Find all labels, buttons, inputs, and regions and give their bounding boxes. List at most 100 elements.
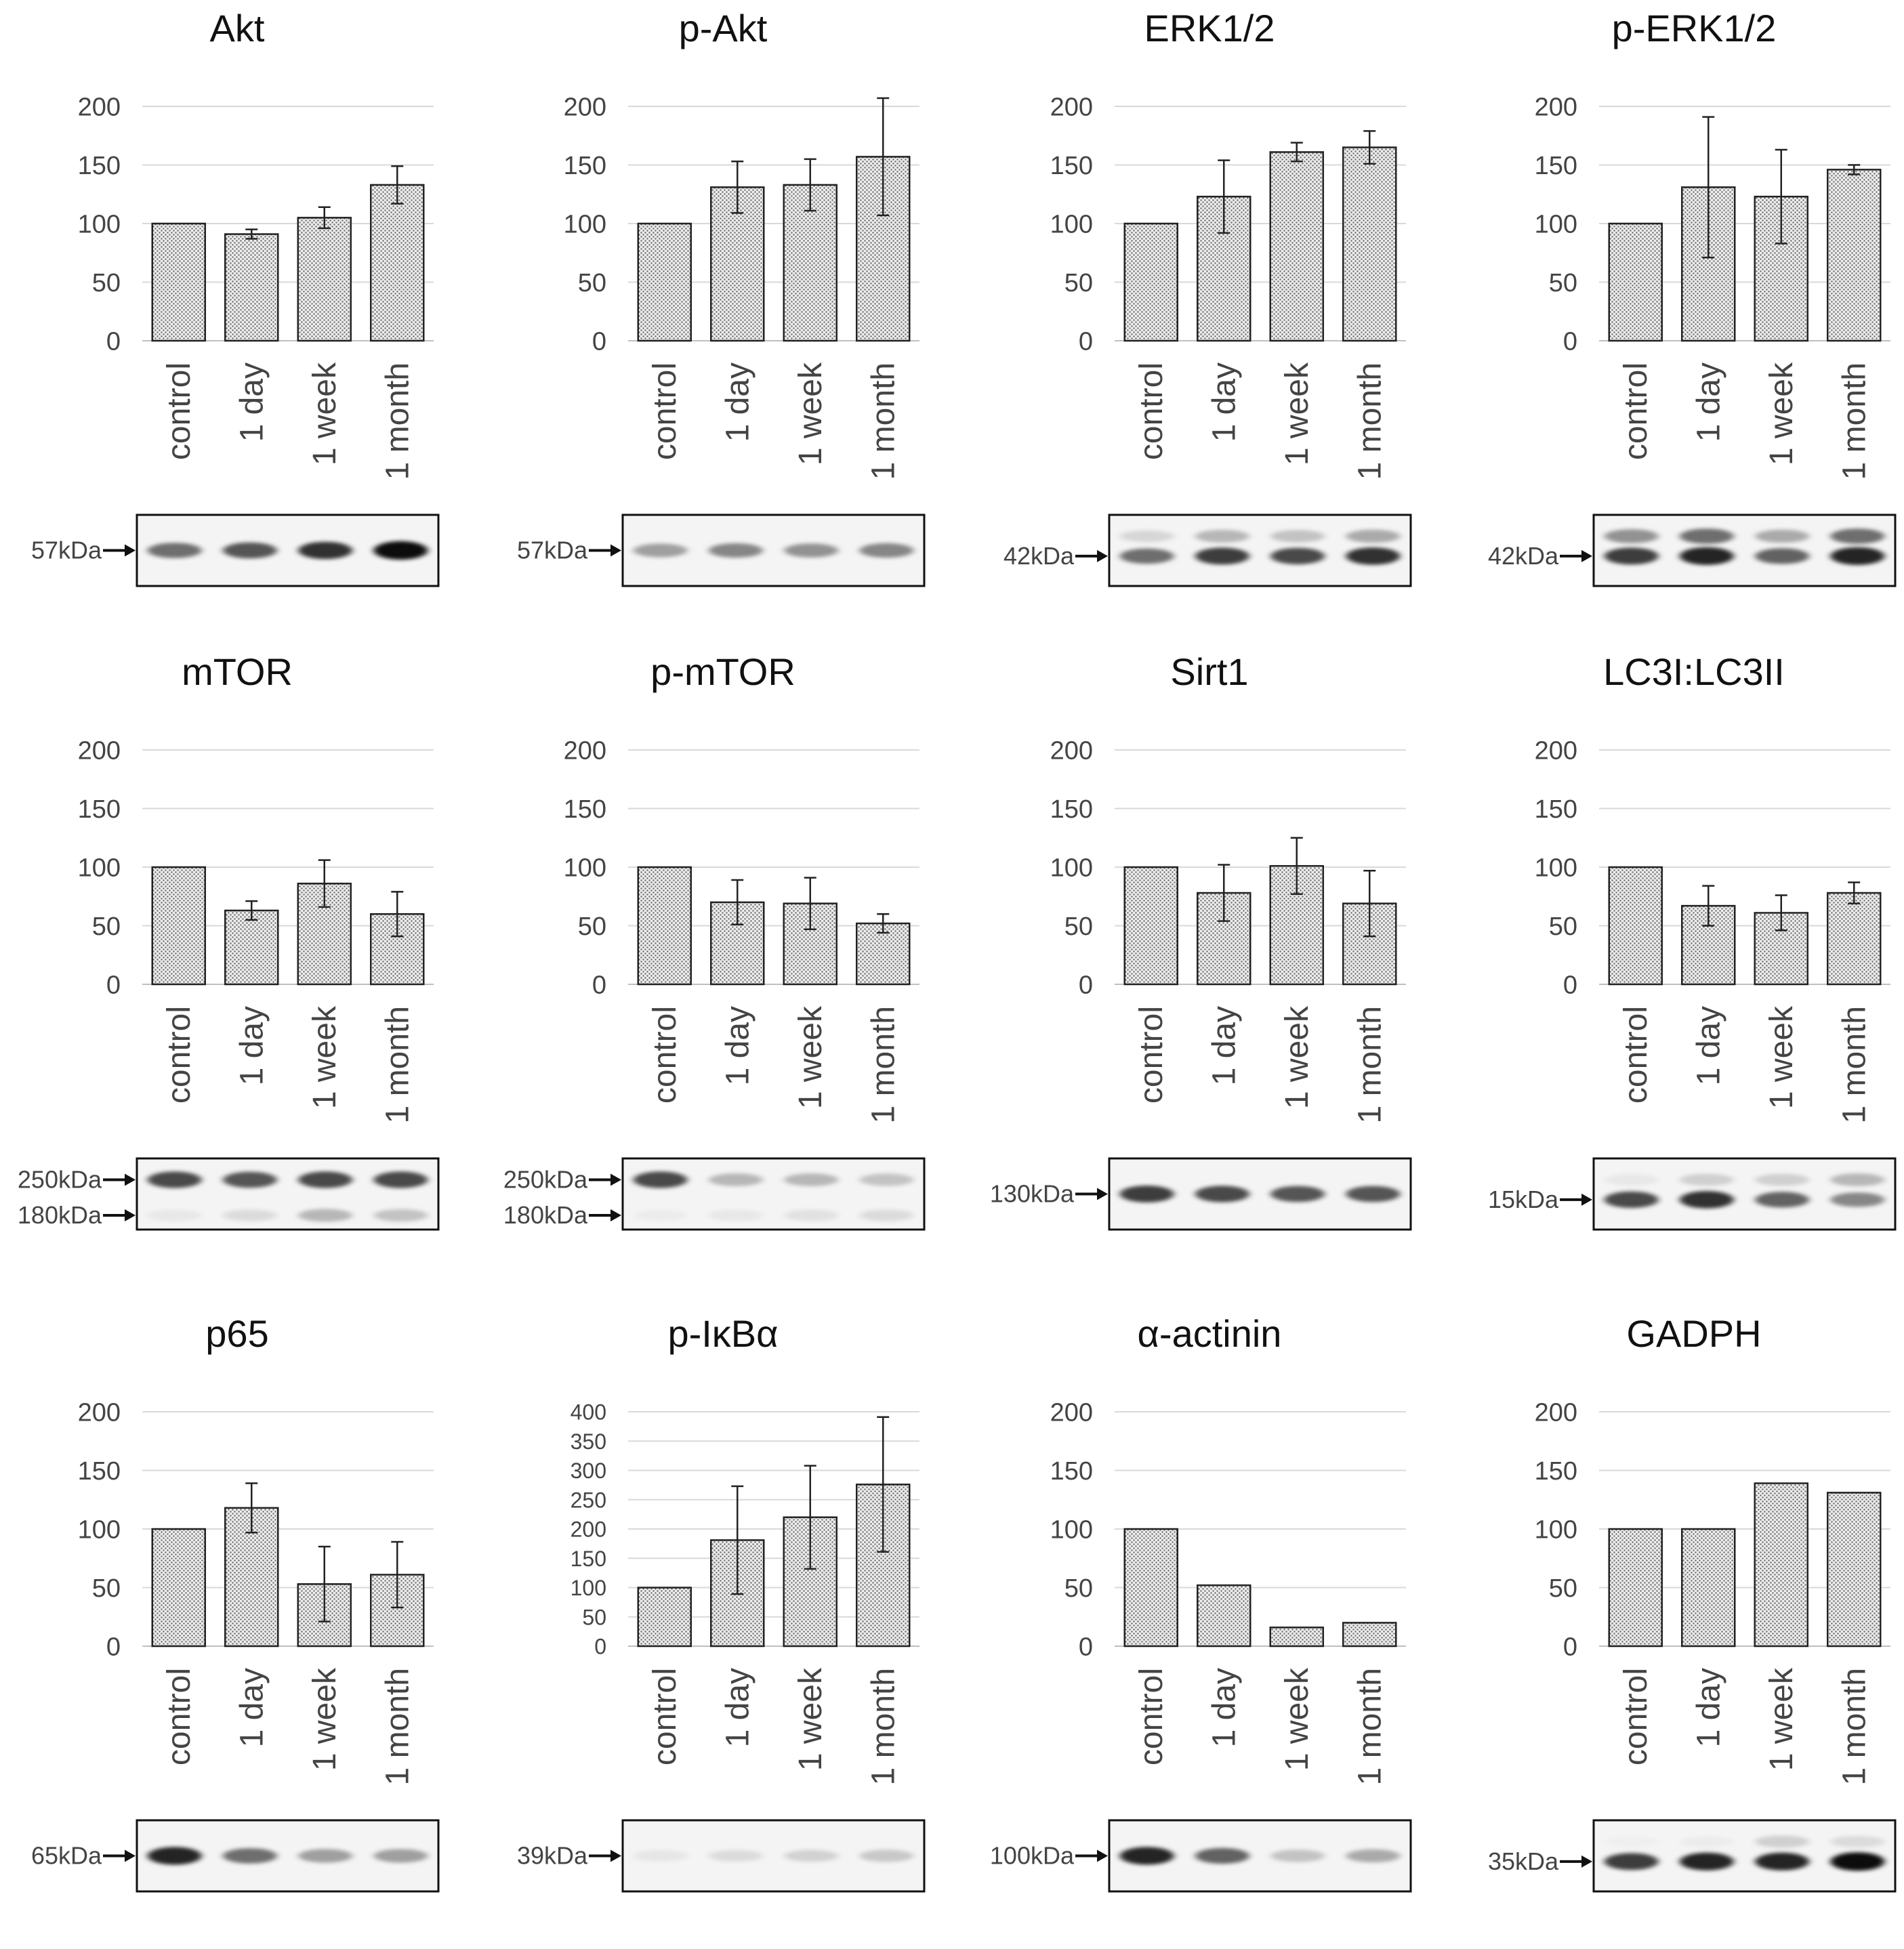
x-tick-label: 1 month — [1352, 362, 1388, 480]
blot-band — [1830, 1835, 1885, 1848]
y-tick-label: 0 — [594, 1635, 606, 1659]
error-bar — [1775, 148, 1787, 245]
molecular-weight-label: 39kDa — [517, 1842, 588, 1870]
y-tick-label: 100 — [78, 854, 121, 883]
blot-band — [1830, 1192, 1885, 1207]
marker-arrow — [1075, 1188, 1108, 1200]
western-blot: 42kDa — [1003, 514, 1412, 587]
y-tick-label: 50 — [578, 913, 606, 941]
error-bar — [1702, 885, 1715, 927]
blot-band — [1270, 1186, 1325, 1202]
error-bar — [731, 1485, 744, 1595]
y-tick-label: 0 — [592, 328, 606, 356]
error-bar — [1363, 130, 1376, 165]
marker-arrow — [103, 1849, 136, 1862]
y-tick-label: 100 — [1535, 854, 1577, 883]
y-tick-label: 150 — [564, 152, 606, 180]
chart-panel: α-actinin 0 50 100 150 200 control 1 day 1 week 1… — [972, 1305, 1447, 1949]
western-blot-figure: Akt 0 50 100 150 200 control 1 day 1 week 1 month… — [18, 0, 1904, 1893]
blot-band — [222, 1848, 277, 1864]
y-tick-label: 100 — [564, 854, 606, 883]
bar — [151, 222, 206, 342]
marker-arrow — [589, 1173, 621, 1186]
blot-band — [1346, 1186, 1401, 1202]
chart-title: p65 — [205, 1312, 269, 1355]
western-blot: 39kDa — [517, 1819, 926, 1893]
chart-panel: p-ERK1/2 0 50 100 150 200 control 1 day 1 week 1 … — [1457, 0, 1904, 644]
x-tick-label: 1 month — [865, 362, 901, 480]
chart-title: Akt — [209, 7, 265, 49]
y-tick-label: 50 — [1064, 913, 1093, 941]
chart-panel: LC3I:LC3II 0 50 100 150 200 control 1 day 1 week… — [1457, 644, 1904, 1287]
x-tick-label: 1 day — [1206, 362, 1242, 442]
y-tick-label: 200 — [564, 93, 606, 122]
western-blot: 35kDa — [1488, 1819, 1897, 1893]
chart-svg: 0 50 100 150 200 control 1 day 1 week 1 month 100… — [990, 1399, 1412, 1893]
x-tick-label: control — [647, 1668, 683, 1765]
molecular-weight-label: 250kDa — [18, 1166, 102, 1194]
chart-svg: 0 50 100 150 200 control 1 day 1 week 1 month 65k… — [31, 1399, 440, 1893]
molecular-weight-label: 42kDa — [1003, 542, 1075, 570]
error-bar — [318, 859, 331, 908]
error-bar — [318, 1545, 331, 1622]
western-blot: 250kDa 180kDa — [18, 1157, 440, 1231]
blot-band — [633, 543, 688, 558]
molecular-weight-label: 35kDa — [1488, 1847, 1559, 1875]
molecular-weight-label: 250kDa — [503, 1166, 588, 1194]
y-tick-label: 50 — [582, 1605, 606, 1629]
x-tick-label: 1 week — [307, 362, 343, 465]
blot-band — [1755, 1192, 1810, 1208]
chart-svg: 0 50 100 150 200 control 1 day 1 week 1 month 250… — [503, 737, 926, 1231]
chart-panel: p-mTOR 0 50 100 150 200 control 1 day 1 week 1 mo… — [486, 644, 960, 1287]
bar — [1681, 1528, 1736, 1648]
blot-band — [1680, 1836, 1734, 1847]
blot-band — [708, 1173, 763, 1186]
x-tick-label: 1 day — [1691, 362, 1726, 442]
blot-band — [1604, 1174, 1659, 1186]
chart-svg: 0 50 100 150 200 control 1 day 1 week 1 month 57k… — [31, 93, 440, 587]
y-tick-label: 150 — [78, 1457, 121, 1486]
y-tick-label: 50 — [1549, 1574, 1577, 1603]
blot-band — [1346, 547, 1401, 565]
blot-band — [1195, 1186, 1249, 1202]
bar — [1608, 866, 1663, 986]
x-tick-label: control — [1134, 1006, 1170, 1104]
blot-band — [1679, 1852, 1734, 1870]
y-tick-label: 400 — [571, 1400, 606, 1425]
error-bar — [1848, 164, 1861, 175]
bar — [151, 866, 206, 986]
y-tick-label: 150 — [1050, 152, 1093, 180]
chart-panel: p-Akt 0 50 100 150 200 control 1 day 1 week 1 mon… — [486, 0, 960, 644]
error-bar — [804, 877, 816, 930]
x-tick-label: 1 week — [307, 1667, 343, 1771]
blot-band — [633, 1171, 688, 1188]
bar — [151, 1528, 206, 1648]
molecular-weight-label: 57kDa — [31, 537, 102, 564]
y-tick-label: 200 — [78, 93, 121, 122]
blot-band — [784, 1173, 839, 1186]
y-tick-label: 100 — [1050, 854, 1093, 883]
blot-band — [1119, 548, 1174, 564]
chart-svg: 0 50 100 150 200 control 1 day 1 week 1 month 35k… — [1488, 1399, 1897, 1893]
y-tick-label: 150 — [1050, 795, 1093, 824]
marker-arrow — [1075, 1849, 1108, 1862]
blot-band — [1346, 529, 1401, 543]
x-tick-label: 1 day — [720, 1006, 756, 1085]
y-tick-label: 200 — [1535, 93, 1577, 122]
y-tick-label: 50 — [1064, 1574, 1093, 1603]
y-tick-label: 200 — [78, 737, 121, 766]
y-tick-label: 200 — [1535, 1399, 1577, 1427]
blot-band — [1119, 1186, 1174, 1202]
western-blot: 250kDa 180kDa — [503, 1157, 926, 1231]
chart-svg: 0 50 100 150 200 control 1 day 1 week 1 month 15k… — [1488, 737, 1897, 1231]
x-tick-label: 1 month — [865, 1006, 901, 1123]
blot-band — [708, 543, 763, 558]
western-blot: 15kDa — [1488, 1157, 1897, 1231]
blot-band — [1679, 1191, 1734, 1209]
y-tick-label: 150 — [1535, 1457, 1577, 1486]
y-tick-label: 50 — [1549, 269, 1577, 297]
marker-arrow — [103, 1209, 136, 1221]
bar — [224, 233, 279, 342]
blot-band — [298, 1209, 353, 1222]
molecular-weight-label: 130kDa — [990, 1180, 1075, 1208]
